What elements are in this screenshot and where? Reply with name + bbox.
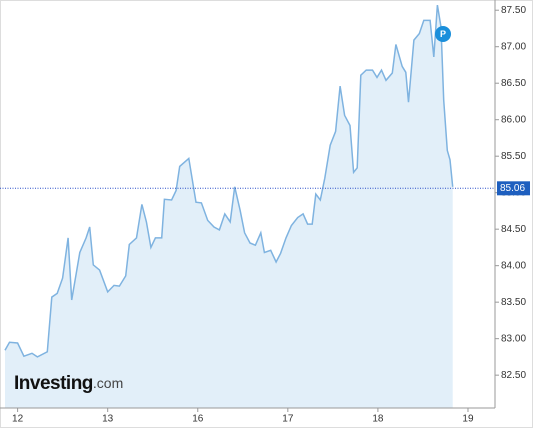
x-tick-label: 17 [282,414,294,425]
x-tick-label: 16 [192,414,204,425]
x-tick-label: 18 [372,414,384,425]
marker-circle [435,26,451,42]
area-fill [5,5,453,408]
x-tick-label: 12 [12,414,24,425]
x-tick-label: 13 [102,414,114,425]
y-tick-label: 83.50 [501,297,526,308]
last-price-label: 85.06 [500,183,525,194]
y-tick-label: 84.00 [501,260,526,271]
y-tick-label: 87.50 [501,5,526,16]
y-tick-label: 87.00 [501,41,526,52]
x-tick-label: 19 [462,414,474,425]
logo: Investing.com [14,373,123,394]
y-tick-label: 85.50 [501,151,526,162]
y-tick-label: 86.50 [501,78,526,89]
y-tick-label: 86.00 [501,114,526,125]
logo-name: Investing [14,373,93,394]
last-price-box [497,181,530,196]
logo-suffix: .com [93,375,123,391]
y-tick-label: 82.50 [501,370,526,381]
y-tick-label: 83.00 [501,333,526,344]
y-tick-label: 84.50 [501,224,526,235]
marker-label: P [440,29,446,39]
price-line [4,4,454,358]
